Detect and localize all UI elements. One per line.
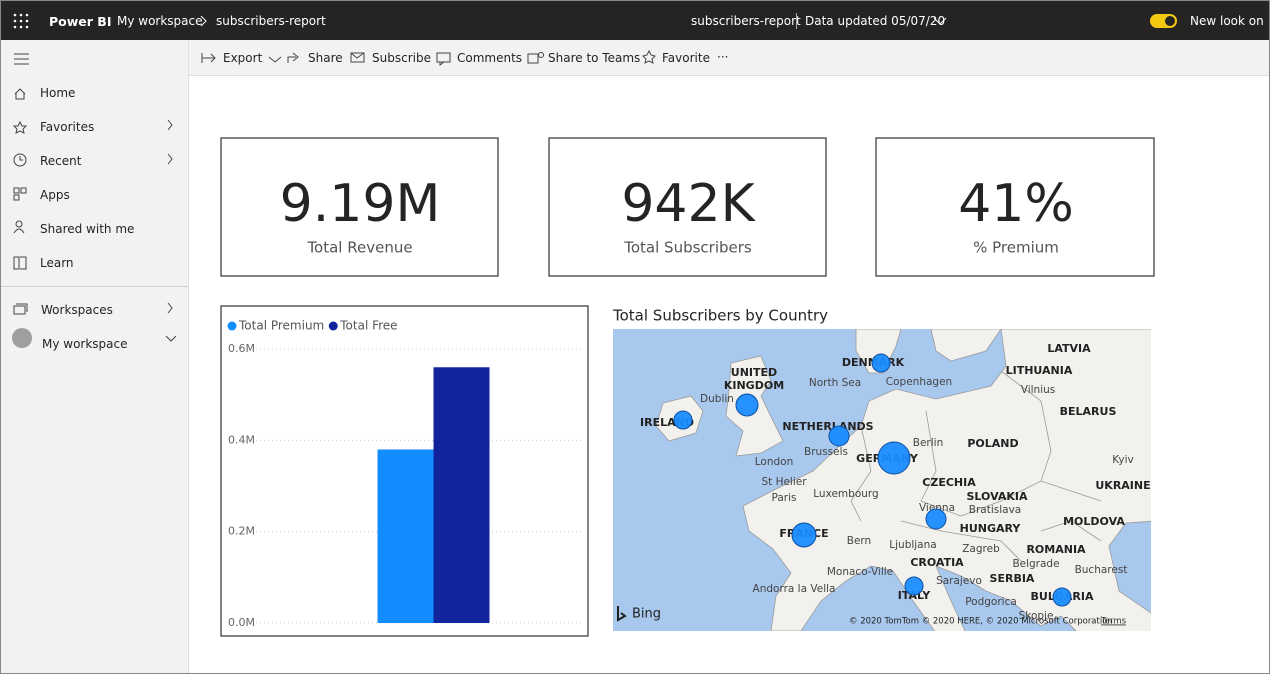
bubble[interactable]: [674, 411, 692, 429]
city-label: Andorra la Vella: [753, 583, 836, 595]
country-label: MOLDOVA: [1063, 515, 1125, 528]
legend-marker: [228, 322, 237, 331]
legend-label: Total Free: [339, 319, 397, 333]
country-label: LATVIA: [1047, 342, 1091, 355]
country-label: CROATIA: [910, 556, 964, 569]
country-label: SERBIA: [990, 572, 1035, 585]
y-tick-label: 0.2M: [228, 525, 255, 538]
city-label: Dublin: [700, 393, 734, 405]
bubble[interactable]: [872, 354, 890, 372]
country-label: UKRAINE: [1095, 479, 1150, 492]
country-label: UNITED: [731, 366, 777, 379]
city-label: Bratislava: [969, 504, 1021, 516]
bubble[interactable]: [829, 426, 849, 446]
city-label: Bern: [847, 535, 871, 547]
city-label: Podgorica: [965, 596, 1017, 608]
bubble[interactable]: [878, 442, 910, 474]
legend-label: Total Premium: [238, 319, 324, 333]
map-title: Total Subscribers by Country: [612, 307, 828, 325]
bar: [378, 449, 434, 623]
country-label: NETHERLANDS: [782, 420, 873, 433]
country-label: SLOVAKIA: [966, 490, 1027, 503]
y-tick-label: 0.4M: [228, 433, 255, 446]
map: UNITEDKINGDOMDublinIRELANDNorth SeaDENMA…: [613, 329, 1156, 641]
city-label: Belgrade: [1012, 558, 1059, 570]
city-label: Sarajevo: [936, 575, 982, 587]
country-label: BELARUS: [1060, 405, 1117, 418]
bubble[interactable]: [905, 577, 923, 595]
bubble[interactable]: [1053, 588, 1071, 606]
city-label: Copenhagen: [886, 376, 952, 388]
card-label: % Premium: [973, 239, 1059, 257]
country-label: POLAND: [967, 437, 1018, 450]
city-label: Zagreb: [962, 543, 1000, 555]
y-tick-label: 0.6M: [228, 342, 255, 355]
bubble[interactable]: [792, 523, 816, 547]
city-label: London: [755, 456, 794, 468]
card-value: 9.19M: [280, 174, 441, 234]
country-label: LITHUANIA: [1006, 364, 1073, 377]
card-label: Total Revenue: [306, 239, 412, 257]
country-label: KINGDOM: [724, 379, 784, 392]
city-label: Monaco-Ville: [827, 566, 893, 578]
map-terms[interactable]: Terms: [1100, 617, 1127, 627]
country-label: CZECHIA: [922, 476, 976, 489]
card-label: Total Subscribers: [623, 239, 752, 257]
bubble[interactable]: [926, 509, 946, 529]
bubble[interactable]: [736, 394, 758, 416]
city-label: Luxembourg: [813, 488, 878, 500]
legend-marker: [329, 322, 338, 331]
city-label: Brussels: [804, 446, 848, 458]
city-label: St Helier: [761, 476, 807, 488]
city-label: North Sea: [809, 377, 861, 389]
y-tick-label: 0.0M: [228, 616, 255, 629]
map-provider: Bing: [632, 607, 661, 622]
country-label: HUNGARY: [960, 522, 1022, 535]
city-label: Berlin: [913, 437, 943, 449]
city-label: Paris: [772, 492, 797, 504]
country-label: ROMANIA: [1026, 543, 1086, 556]
card-value: 41%: [958, 174, 1074, 234]
bar: [434, 367, 490, 623]
city-label: Bucharest: [1075, 564, 1128, 576]
card-value: 942K: [621, 174, 756, 234]
map-attribution: © 2020 TomTom © 2020 HERE, © 2020 Micros…: [849, 617, 1113, 627]
city-label: Vilnius: [1021, 384, 1055, 396]
city-label: Ljubljana: [889, 539, 936, 551]
city-label: Kyiv: [1112, 454, 1133, 466]
